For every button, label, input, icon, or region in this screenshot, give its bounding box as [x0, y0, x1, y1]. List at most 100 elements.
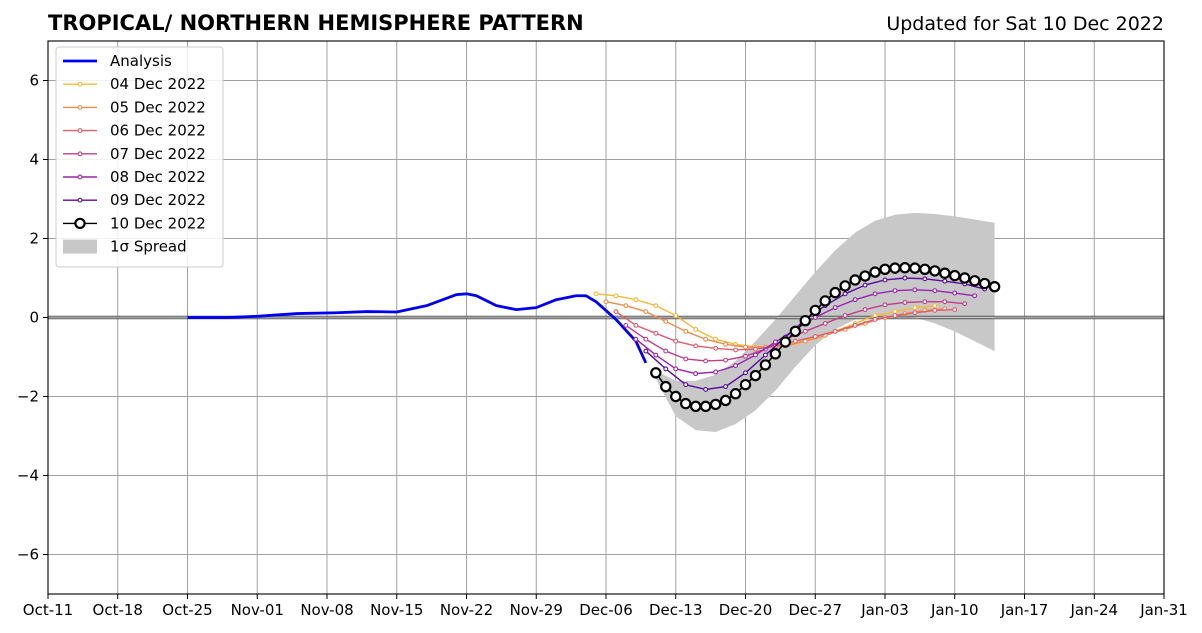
- data-point: [909, 262, 921, 274]
- data-point: [623, 322, 629, 328]
- series-line: [187, 292, 648, 364]
- data-point: [660, 380, 672, 393]
- legend-entry: 05 Dec 2022: [63, 98, 206, 116]
- legend-marker: [74, 217, 86, 230]
- data-point: [663, 319, 669, 324]
- data-point: [842, 291, 848, 297]
- y-tick-label: 6: [29, 72, 39, 90]
- data-point: [952, 307, 958, 313]
- data-point: [749, 369, 762, 382]
- data-point: [759, 359, 772, 371]
- data-point: [852, 322, 858, 328]
- data-point: [743, 344, 748, 350]
- data-point: [802, 328, 808, 334]
- data-point: [949, 269, 961, 282]
- data-point: [769, 348, 782, 360]
- legend-entry: 06 Dec 2022: [63, 122, 206, 140]
- data-point: [753, 346, 758, 352]
- data-point: [799, 314, 811, 327]
- data-point: [653, 330, 659, 336]
- legend-marker: [77, 128, 83, 134]
- data-point: [673, 313, 679, 318]
- x-tick-label: Jan-03: [860, 601, 909, 619]
- data-point: [603, 299, 609, 305]
- x-tick-label: Nov-22: [440, 601, 493, 619]
- data-point: [879, 263, 891, 276]
- data-point: [939, 267, 951, 279]
- data-point: [978, 277, 991, 290]
- data-point: [613, 293, 619, 299]
- data-point: [822, 320, 828, 326]
- legend-marker: [77, 81, 83, 87]
- data-point: [593, 291, 599, 297]
- y-tick-label: 4: [29, 151, 39, 169]
- data-point: [709, 398, 722, 411]
- data-point: [972, 293, 978, 299]
- data-point: [932, 288, 938, 294]
- y-tick-label: −6: [17, 546, 39, 564]
- data-point: [812, 315, 818, 320]
- legend-label: 08 Dec 2022: [110, 168, 206, 186]
- data-point: [892, 288, 898, 294]
- legend-label: 10 Dec 2022: [110, 214, 206, 232]
- data-point: [703, 358, 709, 364]
- x-tick-label: Jan-24: [1069, 601, 1118, 619]
- data-point: [959, 272, 971, 284]
- data-point: [689, 400, 702, 413]
- y-tick-labels: −6 −4 −2 0 2 4 6: [17, 72, 39, 564]
- x-tick-label: Nov-15: [370, 601, 423, 619]
- legend-entry: 08 Dec 2022: [63, 168, 206, 186]
- x-tick-label: Jan-31: [1139, 601, 1188, 619]
- legend-box: [55, 46, 224, 268]
- data-point: [772, 339, 778, 345]
- series-analysis: [187, 292, 648, 364]
- data-point: [988, 280, 1001, 293]
- x-tick-label: Dec-13: [649, 601, 703, 619]
- data-point: [663, 348, 669, 354]
- data-point: [922, 299, 928, 305]
- x-tick-labels: Oct-11 Oct-18 Oct-25 Nov-01 Nov-08 Nov-15 Nov-…: [23, 601, 1188, 619]
- data-point: [902, 300, 908, 305]
- legend-entry: 09 Dec 2022: [63, 191, 206, 209]
- data-point: [872, 291, 878, 297]
- data-point: [779, 336, 792, 348]
- data-point: [872, 317, 878, 322]
- x-tick-label: Dec-20: [719, 601, 773, 619]
- data-point: [663, 366, 669, 372]
- data-point: [892, 313, 898, 318]
- data-point: [859, 270, 871, 282]
- y-tick-label: 0: [29, 309, 39, 327]
- legend-label: 05 Dec 2022: [110, 98, 206, 116]
- data-point: [852, 297, 858, 303]
- data-point: [633, 336, 639, 342]
- data-point: [929, 265, 941, 277]
- data-point: [889, 262, 901, 274]
- y-tick-label: −4: [17, 467, 39, 485]
- data-point: [962, 301, 968, 307]
- data-point: [812, 334, 818, 339]
- legend: Analysis 04 Dec 2022 05 Dec 2022 06 Dec 202…: [55, 46, 224, 268]
- data-point: [753, 352, 758, 358]
- legend-marker: [77, 104, 83, 110]
- data-point: [932, 303, 938, 309]
- chart-subtitle: Updated for Sat 10 Dec 2022: [886, 13, 1164, 35]
- data-point: [693, 371, 699, 377]
- x-tick-label: Jan-17: [1000, 601, 1049, 619]
- data-point: [942, 299, 948, 305]
- data-point: [892, 309, 898, 315]
- legend-label: 04 Dec 2022: [110, 75, 206, 93]
- data-point: [862, 282, 868, 288]
- data-point: [839, 280, 851, 292]
- legend-marker: [77, 151, 83, 157]
- data-point: [673, 366, 679, 372]
- data-point: [633, 322, 639, 328]
- data-point: [912, 287, 918, 293]
- data-point: [713, 369, 719, 375]
- data-point: [633, 297, 639, 303]
- data-point: [743, 353, 748, 359]
- data-point: [829, 286, 841, 299]
- x-tick-label: Dec-06: [579, 601, 633, 619]
- data-point: [912, 310, 918, 316]
- data-point: [673, 338, 679, 344]
